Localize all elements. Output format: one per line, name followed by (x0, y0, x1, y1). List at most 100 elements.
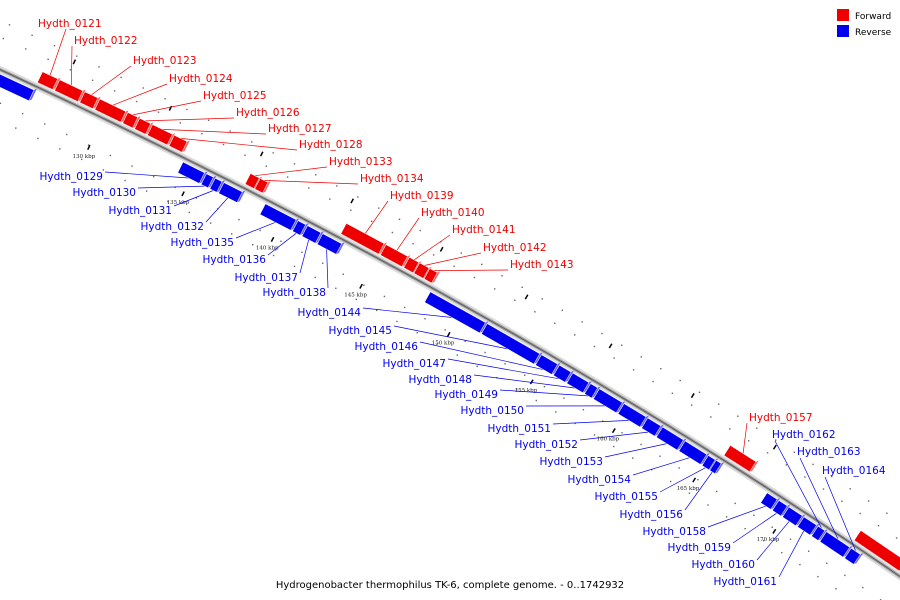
guide-dot (209, 222, 212, 224)
label-leader (365, 200, 389, 234)
gene-Hydth_0149 (584, 383, 601, 399)
gene-depth (565, 370, 574, 383)
label-leader (659, 467, 706, 493)
gene-highlight (853, 540, 900, 572)
guide-dot (669, 480, 672, 483)
guide-dot (293, 163, 296, 165)
gene-depth (479, 321, 489, 333)
label-Hydth_0137: Hydth_0137 (234, 272, 298, 284)
gene-Hydth_0139 (340, 223, 387, 255)
gene-highlight (778, 499, 788, 507)
label-Hydth_0156: Hydth_0156 (619, 509, 683, 521)
label-Hydth_0141: Hydth_0141 (452, 224, 516, 236)
guide-dot (602, 420, 604, 422)
label-leader (552, 420, 629, 425)
gene-depth (290, 218, 299, 231)
label-leader (70, 45, 73, 86)
gene-Hydth_0136 (292, 220, 309, 236)
guide-dot (524, 374, 526, 376)
gene-highlight (430, 291, 486, 323)
guide-dot (651, 469, 653, 471)
guide-dot (66, 133, 68, 136)
label-Hydth_0134: Hydth_0134 (360, 173, 424, 185)
guide-dot (793, 451, 796, 453)
gene-Hydth_0123 (79, 91, 101, 110)
guide-dot (877, 525, 880, 527)
guide-dot (153, 176, 155, 178)
gene-highlight (766, 492, 778, 500)
gene-depth (216, 180, 225, 193)
gene-Hydth_0161 (797, 516, 820, 536)
gene-Hydth_0128 (168, 134, 190, 153)
gene-depth (654, 424, 664, 437)
tick-label: 135 kbp (167, 200, 190, 206)
guide-dot (142, 87, 144, 89)
guide-dot (574, 334, 576, 336)
guide-dot (164, 98, 166, 100)
tick-mark (181, 191, 185, 197)
gene-Hydth_0131 (209, 177, 225, 193)
guide-dot (613, 357, 615, 359)
guide-dot (460, 252, 462, 254)
guide-dot (831, 475, 833, 478)
genome-backbone (0, 65, 900, 581)
guide-dot (804, 476, 806, 478)
guide-dot (582, 409, 585, 411)
guide-dot (272, 254, 275, 257)
gene-depth (810, 523, 820, 535)
guide-dot (113, 90, 116, 92)
guide-dot (102, 169, 105, 171)
guide-dot (444, 329, 446, 331)
tick-mark-upper (72, 59, 77, 65)
guide-dot (844, 574, 846, 577)
guide-dot (396, 320, 398, 323)
guide-dot (201, 133, 203, 135)
label-Hydth_0124: Hydth_0124 (169, 73, 233, 85)
guide-dot (188, 211, 190, 214)
label-Hydth_0139: Hydth_0139 (390, 190, 454, 202)
guide-dot (350, 209, 352, 211)
tick-mark-upper (259, 151, 264, 157)
forward-genes (37, 71, 900, 572)
gene-Hydth_0134 (254, 178, 271, 194)
gene-depth (533, 352, 543, 364)
label-leader (299, 239, 310, 274)
gene-depth (199, 171, 208, 184)
guide-dot (131, 165, 133, 167)
guide-dot (378, 207, 380, 209)
guide-dot (2, 37, 4, 40)
gene-Hydth_0135 (259, 203, 299, 231)
gene-depth (208, 175, 217, 188)
label-leader (180, 138, 298, 151)
label-Hydth_0151: Hydth_0151 (487, 423, 551, 435)
guide-dot (494, 288, 496, 290)
gene-highlight (297, 220, 306, 225)
guide-dot (718, 403, 720, 405)
gene-highlight (322, 233, 342, 245)
guide-dot (561, 309, 563, 311)
label-Hydth_0121: Hydth_0121 (38, 18, 102, 30)
guide-dot (87, 144, 90, 146)
label-leader (235, 221, 276, 239)
guide-dot (535, 399, 537, 402)
guide-dot (762, 539, 765, 542)
guide-dot (265, 165, 267, 167)
guide-dot (222, 143, 225, 146)
guide-dot (398, 218, 401, 220)
guide-dot (244, 154, 246, 156)
guide-dot (543, 386, 546, 388)
legend: Forward Reverse (837, 9, 892, 38)
label-Hydth_0162: Hydth_0162 (772, 429, 836, 441)
label-leader (362, 307, 453, 318)
guide-dot (725, 516, 728, 518)
guide-dot (259, 229, 261, 232)
tick-mark (692, 477, 697, 483)
label-Hydth_0163: Hydth_0163 (797, 446, 861, 458)
guide-dot (272, 152, 274, 154)
label-leader (254, 166, 328, 177)
label-Hydth_0155: Hydth_0155 (594, 491, 658, 503)
label-Hydth_0154: Hydth_0154 (567, 474, 631, 486)
guide-dot (357, 196, 359, 198)
gene-highlight (215, 177, 223, 182)
guide-dot (8, 24, 11, 26)
